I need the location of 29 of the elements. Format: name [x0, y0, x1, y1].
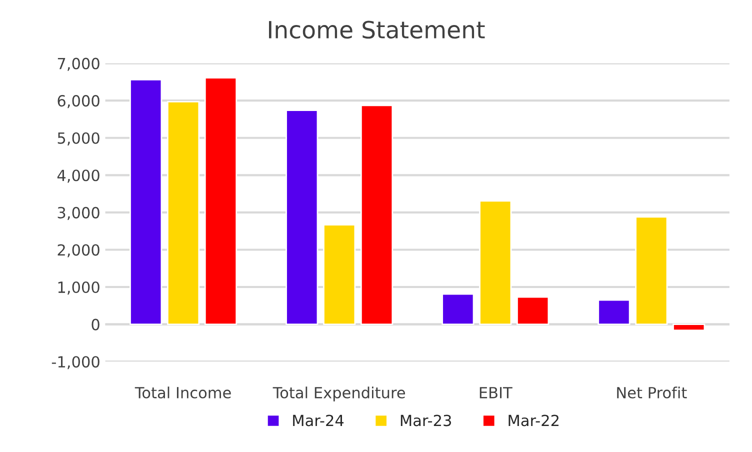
bar	[479, 200, 512, 326]
y-tick-label: 1,000	[58, 281, 100, 295]
bar	[442, 293, 474, 326]
y-tick-label: -1,000	[52, 356, 100, 370]
y-tick-label: 5,000	[58, 132, 100, 146]
bar	[167, 100, 200, 326]
bar	[286, 110, 318, 326]
bar	[130, 78, 162, 326]
y-tick-label: 0	[92, 318, 100, 330]
bar	[672, 324, 706, 331]
bar	[635, 216, 668, 326]
x-tick-label: Total Expenditure	[272, 386, 406, 402]
bar	[598, 299, 630, 326]
bar	[360, 104, 394, 326]
y-tick-label: 4,000	[57, 170, 100, 183]
bar	[204, 77, 238, 326]
x-tick-label: Total Income	[134, 386, 231, 398]
bar	[516, 296, 550, 326]
legend-label: Mar-22	[508, 414, 558, 426]
chart-title: Income Statement	[269, 20, 485, 39]
x-tick-label: Net Profit	[617, 386, 687, 398]
y-tick-label: 2,000	[58, 244, 100, 258]
bar	[323, 224, 356, 326]
y-tick-label: 3,000	[58, 206, 100, 220]
legend-label: Mar-24	[293, 414, 344, 426]
y-tick-label: 6,000	[58, 95, 100, 108]
y-tick-label: 7,000	[58, 58, 100, 71]
legend-label: Mar-23	[400, 414, 451, 426]
x-tick-label: EBIT	[480, 387, 512, 398]
